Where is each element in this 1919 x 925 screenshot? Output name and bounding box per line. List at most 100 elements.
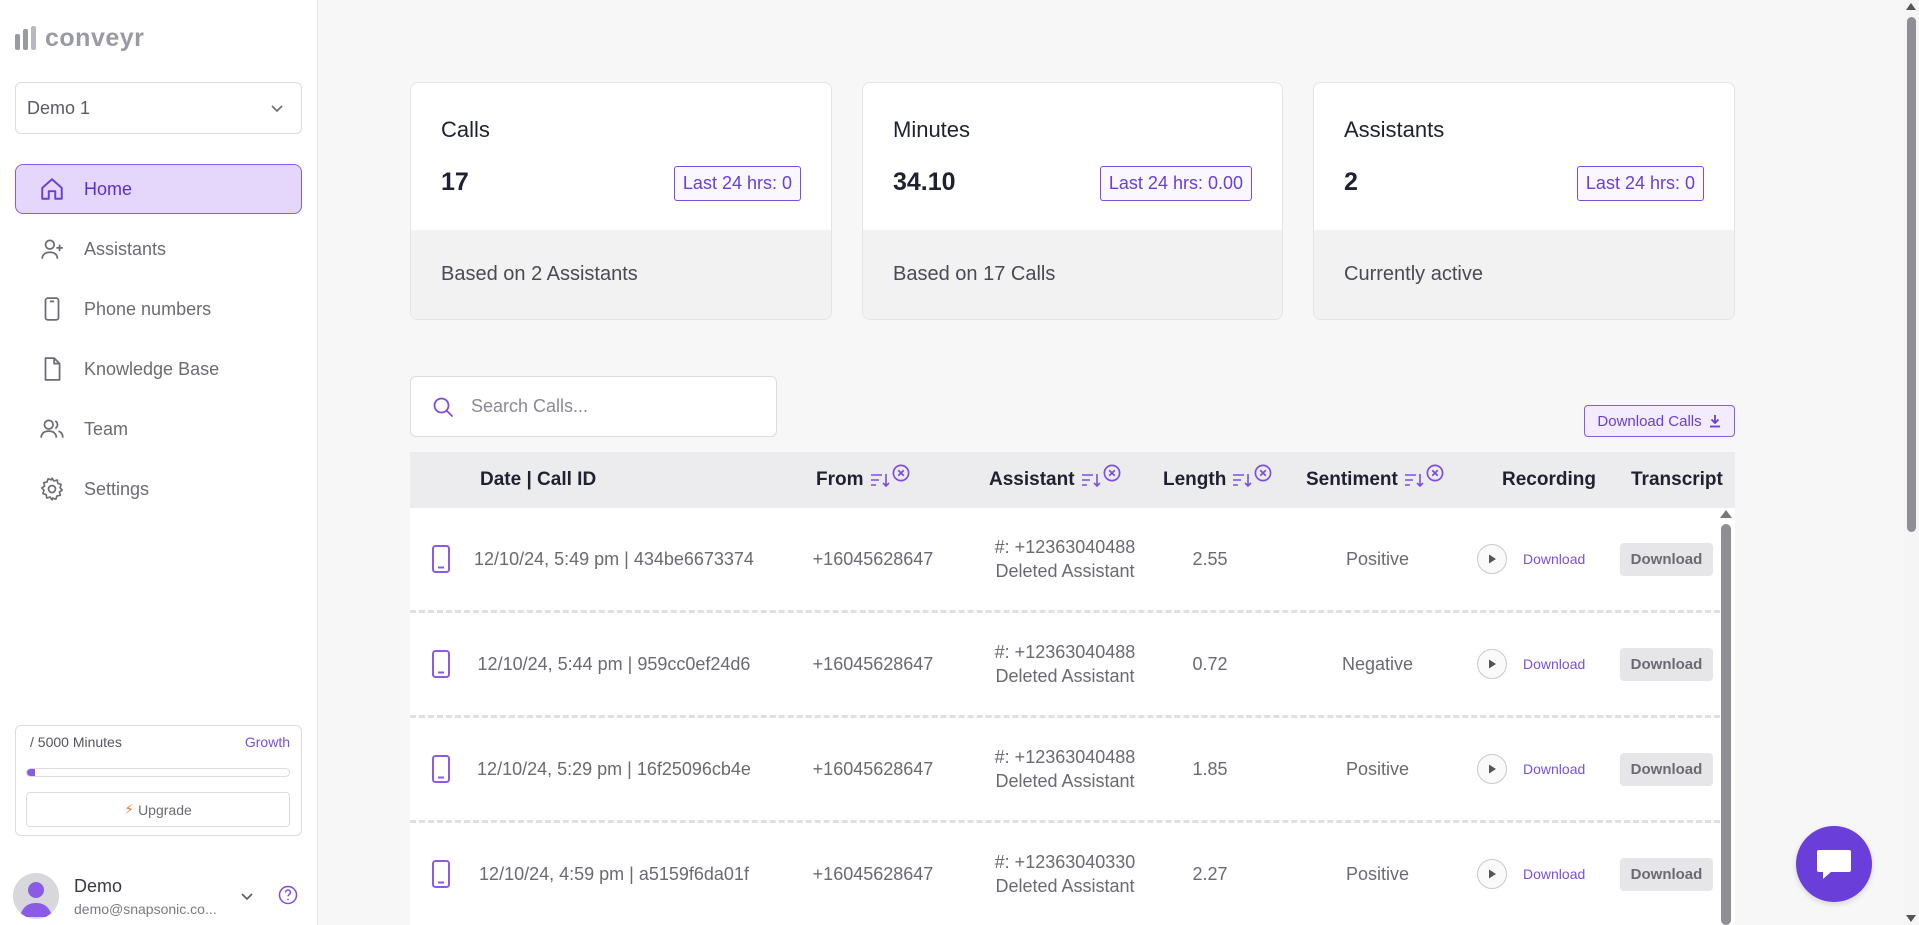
call-length: 0.72 [1192, 653, 1228, 674]
table-header: Date | Call ID From Assistant Length Sen… [410, 452, 1735, 508]
call-assistant: #: +12363040488 Deleted Assistant [970, 508, 1160, 610]
transcript-download-button[interactable]: Download [1620, 542, 1713, 576]
nav-label-assistants: Assistants [84, 238, 167, 259]
nav-item-team[interactable]: Team [15, 404, 302, 454]
stat-card-minutes: Minutes 34.10 Last 24 hrs: 0.00 Based on… [862, 82, 1283, 320]
play-button[interactable] [1477, 754, 1507, 784]
nav-item-assistants[interactable]: Assistants [15, 224, 302, 274]
chat-launcher-button[interactable] [1796, 826, 1872, 902]
search-input[interactable] [471, 396, 751, 417]
avatar [13, 873, 59, 919]
play-icon [1489, 869, 1496, 879]
sort-icon [1081, 474, 1101, 488]
table-row[interactable]: 12/10/24, 5:44 pm | 959cc0ef24d6 +160456… [410, 613, 1720, 718]
plan-link[interactable]: Growth [244, 734, 290, 750]
recording-download-link[interactable]: Download [1523, 761, 1586, 777]
phone-icon [432, 755, 450, 783]
call-sentiment: Negative [1341, 653, 1414, 674]
home-icon [41, 178, 63, 200]
recording-download-link[interactable]: Download [1523, 656, 1586, 672]
scroll-up-arrow[interactable] [1720, 510, 1732, 518]
help-icon[interactable] [278, 885, 298, 905]
nav-label-knowledge-base: Knowledge Base [84, 358, 220, 379]
call-sentiment: Positive [1345, 863, 1410, 884]
assistant-number: #: +12363040488 [994, 747, 1136, 767]
clear-filter-icon[interactable] [891, 464, 911, 482]
scroll-up-arrow[interactable] [1906, 3, 1916, 10]
nav-item-home[interactable]: Home [15, 164, 302, 214]
card-footer: Based on 2 Assistants [411, 230, 831, 319]
assistant-name: Deleted Assistant [995, 771, 1135, 791]
brand-logo[interactable]: conveyr [15, 24, 144, 53]
header-from-label: From [816, 469, 864, 490]
chevron-down-icon[interactable] [239, 888, 255, 904]
phone-call-icon-cell [430, 823, 460, 925]
table-row[interactable]: 12/10/24, 5:49 pm | 434be6673374 +160456… [410, 508, 1720, 613]
last-24hrs-badge: Last 24 hrs: 0 [1576, 166, 1704, 201]
user-avatar-icon [20, 882, 52, 917]
assistant-name: Deleted Assistant [995, 561, 1135, 581]
table-row[interactable]: 12/10/24, 4:59 pm | a5159f6da01f +160456… [410, 823, 1720, 925]
play-icon [1489, 554, 1496, 564]
usage-progress-fill [27, 769, 35, 776]
call-sentiment: Positive [1345, 548, 1410, 569]
user-email: demo@snapsonic.co... [74, 900, 217, 917]
play-icon [1489, 659, 1496, 669]
clear-filter-icon[interactable] [1102, 464, 1122, 482]
chat-icon [1817, 850, 1851, 879]
play-button[interactable] [1477, 649, 1507, 679]
card-title: Assistants [1344, 117, 1445, 142]
nav-item-settings[interactable]: Settings [15, 464, 302, 514]
transcript-download-button[interactable]: Download [1620, 752, 1713, 786]
phone-icon [432, 860, 450, 888]
call-from: +16045628647 [812, 548, 934, 569]
scrollbar-thumb[interactable] [1721, 524, 1731, 925]
play-button[interactable] [1477, 544, 1507, 574]
card-value: 34.10 [893, 168, 956, 196]
header-assistant: Assistant [989, 452, 1122, 508]
call-sentiment: Positive [1345, 758, 1410, 779]
user-profile[interactable]: Demo demo@snapsonic.co... [13, 872, 303, 920]
header-assistant-label: Assistant [989, 469, 1075, 490]
phone-call-icon-cell [430, 613, 460, 715]
card-value: 17 [441, 168, 469, 196]
calls-table: Date | Call ID From Assistant Length Sen… [410, 452, 1735, 925]
recording-download-link[interactable]: Download [1523, 551, 1586, 567]
clear-filter-icon[interactable] [1425, 464, 1445, 482]
page-scrollbar[interactable] [1904, 0, 1919, 925]
header-recording-label: Recording [1502, 469, 1596, 490]
sort-from-button[interactable] [870, 464, 911, 489]
sort-sentiment-button[interactable] [1404, 464, 1445, 489]
upgrade-button[interactable]: ⚡ Upgrade [26, 792, 290, 827]
table-row[interactable]: 12/10/24, 5:29 pm | 16f25096cb4e +160456… [410, 718, 1720, 823]
play-button[interactable] [1477, 859, 1507, 889]
call-date-id: 12/10/24, 5:29 pm | 16f25096cb4e [477, 758, 751, 779]
last-24hrs-badge: Last 24 hrs: 0 [673, 166, 801, 201]
sort-icon [1404, 474, 1424, 488]
nav-item-phone-numbers[interactable]: Phone numbers [15, 284, 302, 334]
recording-download-link[interactable]: Download [1523, 866, 1586, 882]
nav-item-knowledge-base[interactable]: Knowledge Base [15, 344, 302, 394]
scroll-down-arrow[interactable] [1906, 915, 1916, 922]
transcript-cell: Download [1620, 508, 1720, 610]
header-length-label: Length [1163, 469, 1227, 490]
sort-length-button[interactable] [1232, 464, 1273, 489]
workspace-selector[interactable]: Demo 1 [15, 82, 302, 134]
card-footer: Based on 17 Calls [863, 230, 1282, 319]
card-title: Minutes [893, 117, 971, 142]
sort-assistant-button[interactable] [1081, 464, 1122, 489]
play-icon [1489, 764, 1496, 774]
download-calls-button[interactable]: Download Calls [1584, 405, 1735, 437]
chevron-down-icon [271, 105, 283, 113]
call-assistant: #: +12363040330 Deleted Assistant [970, 823, 1160, 925]
transcript-download-button[interactable]: Download [1620, 647, 1713, 681]
upgrade-label: Upgrade [138, 801, 192, 818]
table-scrollbar[interactable] [1717, 508, 1735, 925]
clear-filter-icon[interactable] [1253, 464, 1273, 482]
call-date-id: 12/10/24, 5:44 pm | 959cc0ef24d6 [477, 653, 751, 674]
download-calls-label: Download Calls [1597, 412, 1702, 430]
scrollbar-thumb[interactable] [1907, 17, 1916, 532]
transcript-download-button[interactable]: Download [1620, 857, 1713, 891]
assistant-name: Deleted Assistant [995, 666, 1135, 686]
transcript-cell: Download [1620, 823, 1720, 925]
